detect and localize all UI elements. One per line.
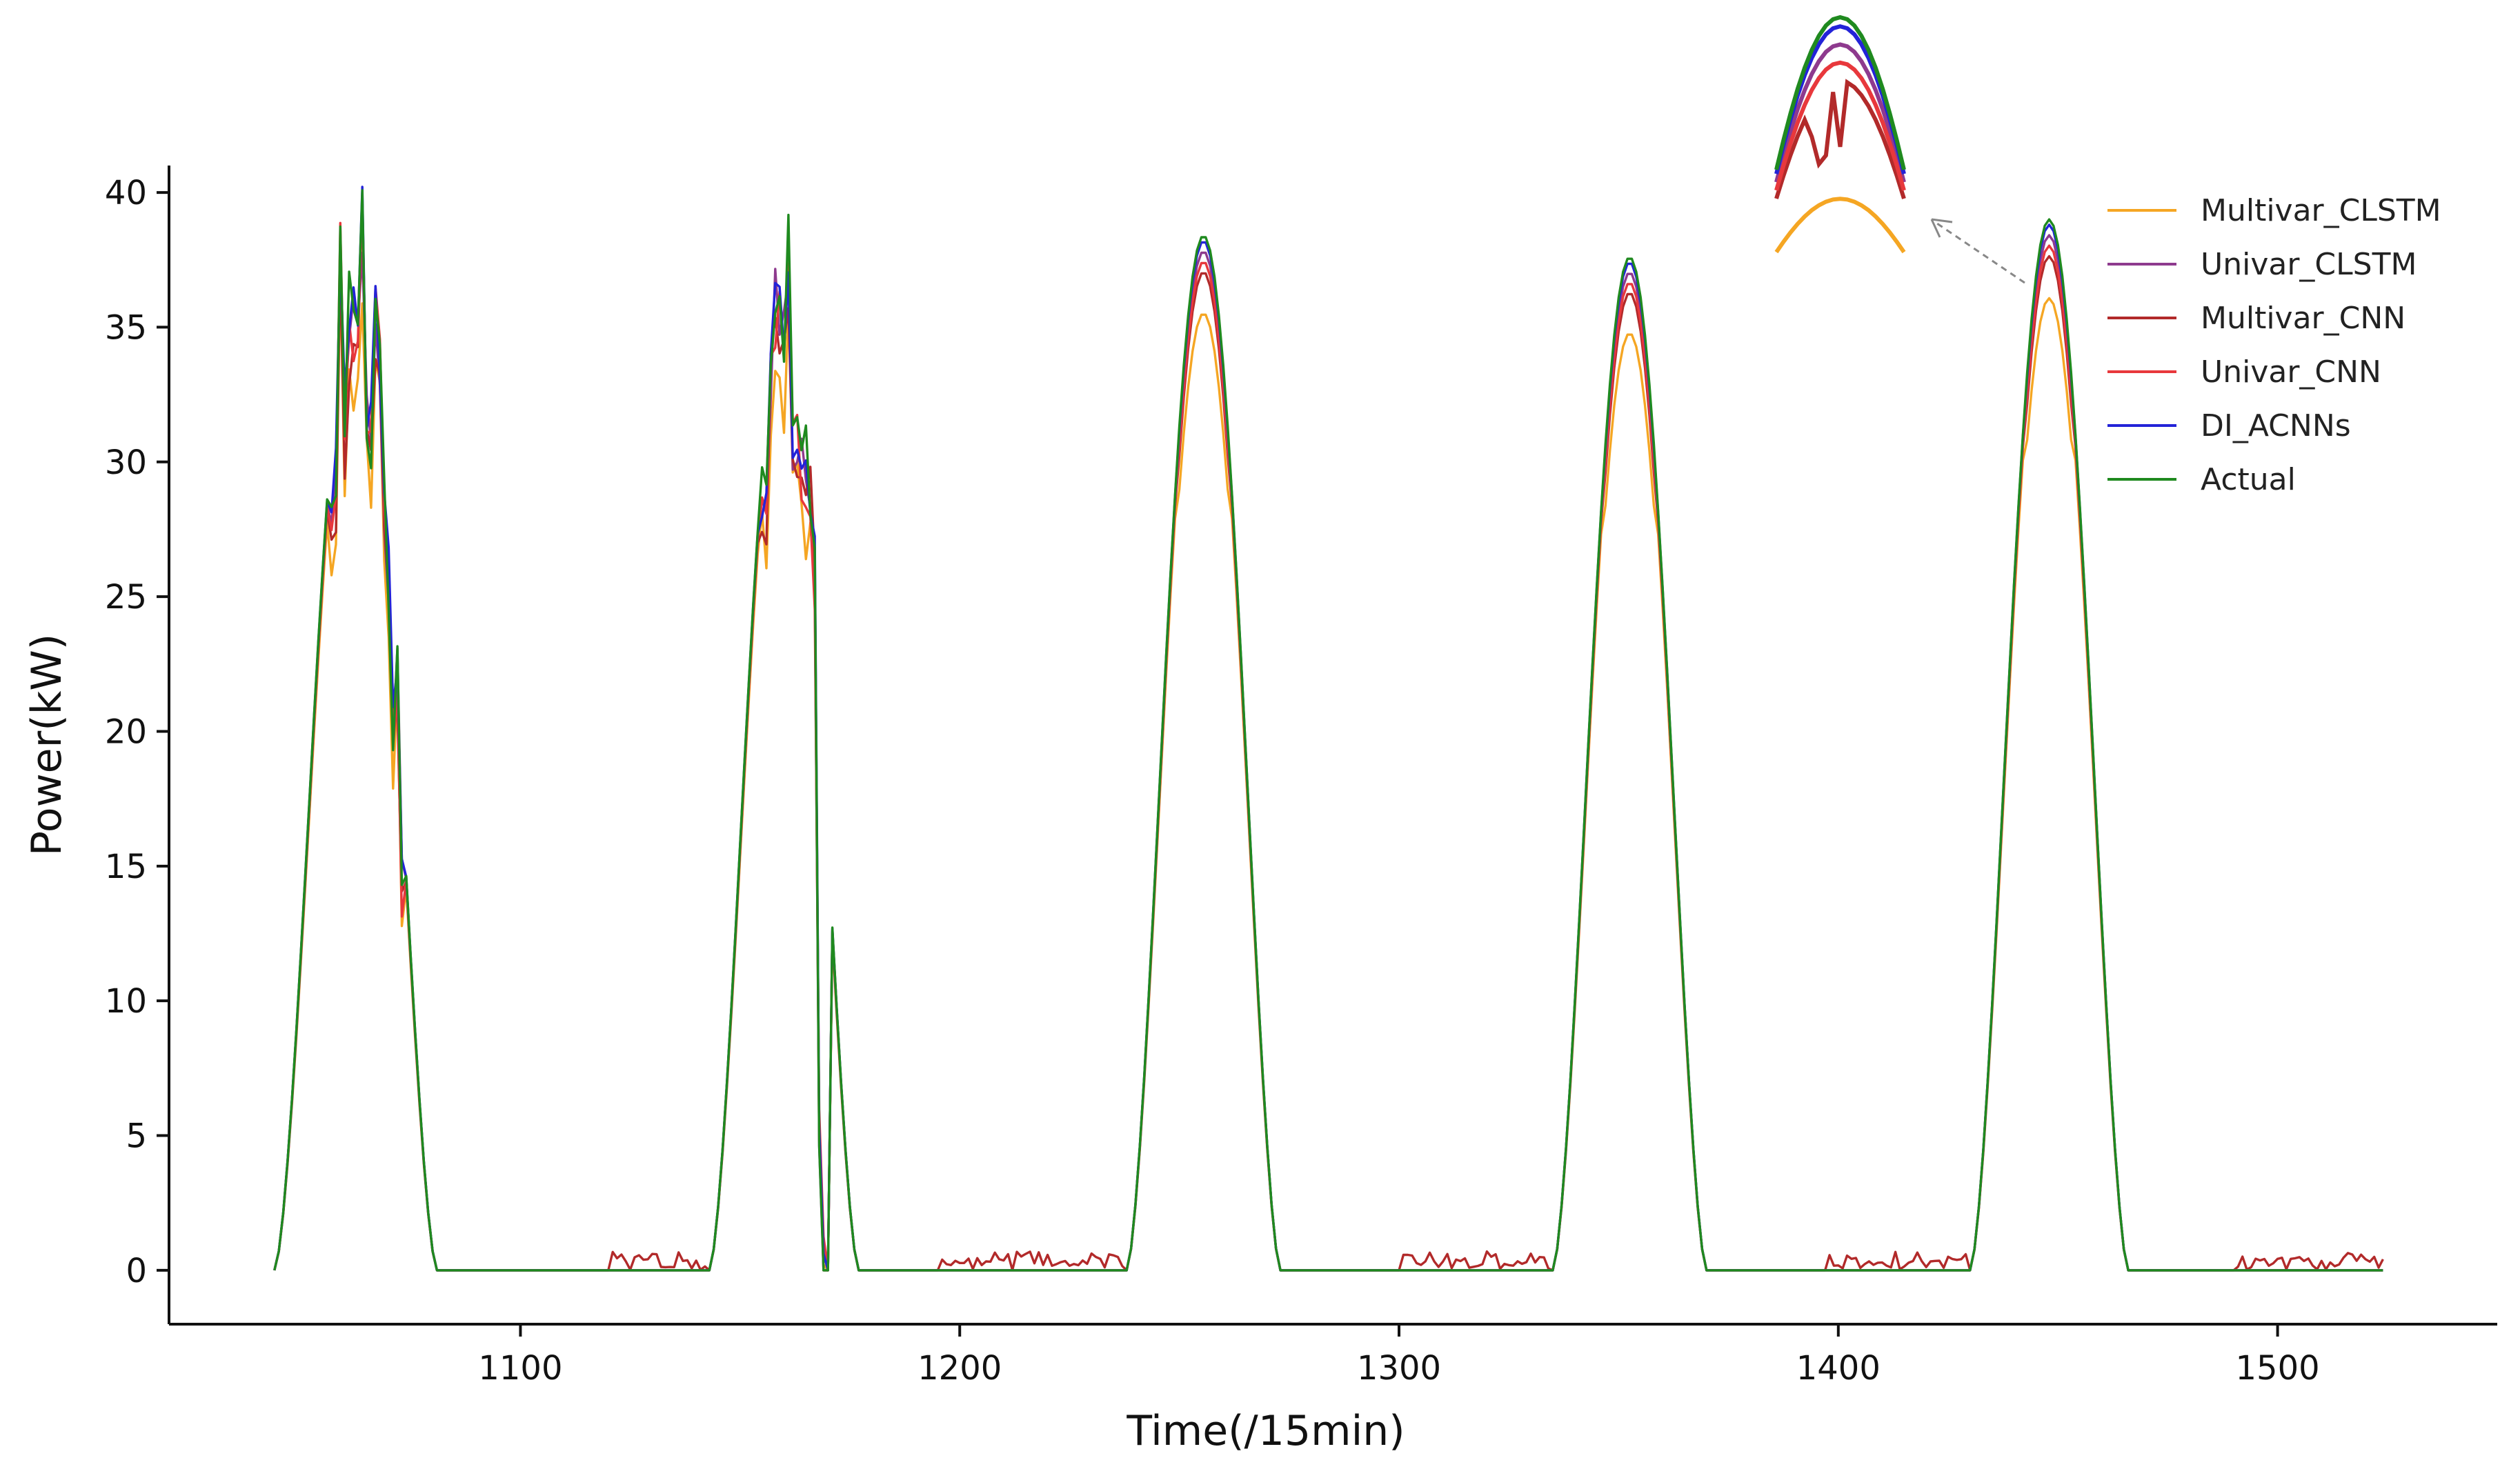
y-axis-title: Power(kW) — [23, 634, 71, 856]
y-tick-label: 15 — [105, 848, 147, 886]
series-line-multivar-cnn — [273, 199, 2384, 1272]
x-axis-title: Time(/15min) — [1126, 1407, 1405, 1455]
inset-line-univar-clstm — [1774, 42, 1906, 183]
inset-line-multivar-cnn — [1774, 79, 1906, 199]
y-tick-label: 5 — [126, 1117, 147, 1156]
inset-line-multivar-clstm — [1774, 197, 1906, 254]
y-tick-label: 35 — [105, 308, 147, 347]
x-ticks: 1100 1200 1300 1400 1500 — [478, 1324, 2320, 1388]
x-tick-label: 1100 — [478, 1349, 562, 1388]
y-tick-label: 20 — [105, 712, 147, 751]
legend: Multivar_CLSTM Univar_CLSTM Multivar_CNN Un… — [2107, 193, 2441, 497]
series-layer — [273, 186, 2384, 1272]
inset-lines — [1774, 14, 1906, 254]
legend-label: Univar_CLSTM — [2201, 247, 2417, 282]
legend-label: Multivar_CNN — [2201, 301, 2405, 336]
x-tick-label: 1300 — [1357, 1349, 1441, 1388]
y-ticks: 0 5 10 15 20 25 30 35 40 — [105, 174, 169, 1290]
series-line-actual — [273, 189, 2383, 1272]
zoom-inset — [1774, 14, 2025, 284]
zoom-arrow — [1934, 221, 2025, 284]
y-tick-label: 25 — [105, 578, 147, 617]
inset-line-actual — [1774, 14, 1906, 170]
legend-label: DI_ACNNs — [2201, 408, 2351, 443]
series-line-multivar-clstm — [273, 268, 2383, 1272]
legend-label: Actual — [2201, 462, 2296, 497]
y-tick-label: 40 — [105, 174, 147, 212]
y-tick-label: 30 — [105, 443, 147, 482]
x-tick-label: 1500 — [2236, 1349, 2320, 1388]
legend-label: Univar_CNN — [2201, 354, 2381, 390]
inset-line-univar-cnn — [1774, 60, 1906, 191]
x-tick-label: 1200 — [917, 1349, 1002, 1388]
y-tick-label: 0 — [126, 1252, 147, 1290]
y-tick-label: 10 — [105, 982, 147, 1021]
legend-label: Multivar_CLSTM — [2201, 193, 2441, 228]
plot-area: 0 5 10 15 20 25 30 35 40 1100 1200 1300 1400 1500 — [105, 166, 2497, 1388]
zoom-arrow-head — [1930, 218, 1953, 238]
x-tick-label: 1400 — [1796, 1349, 1881, 1388]
